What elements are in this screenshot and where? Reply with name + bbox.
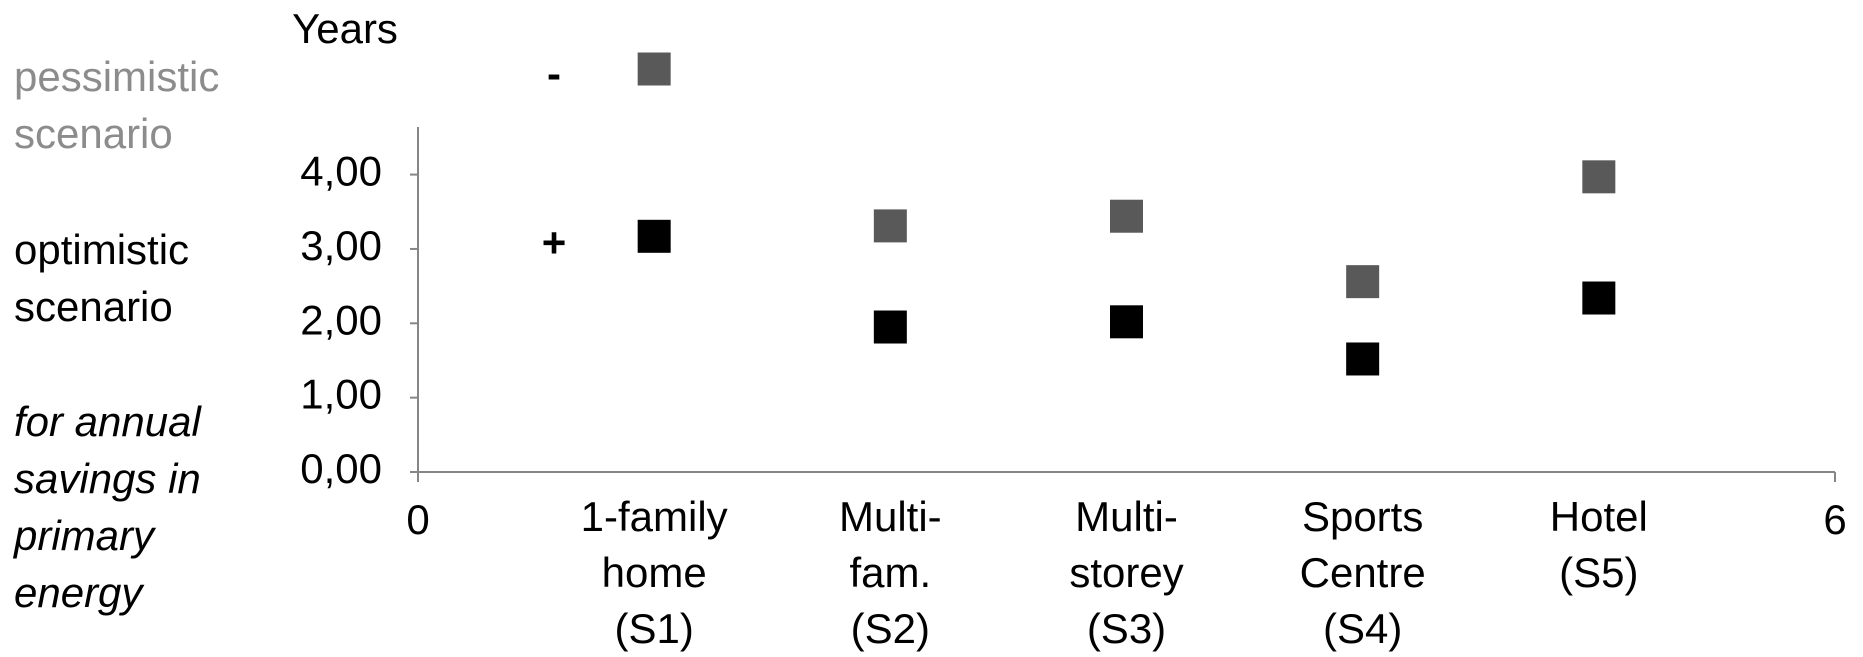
category-label-line: (S3): [1086, 605, 1167, 652]
point: [1582, 160, 1616, 194]
legend-label: pessimistic scenario: [14, 53, 220, 157]
category-label-line: Sports Centre: [1299, 493, 1426, 596]
y-tick-label: 0,00: [300, 445, 382, 492]
point: [1110, 199, 1143, 233]
legend-symbol: +: [542, 219, 567, 266]
y-tick-label: 1,00: [300, 371, 382, 418]
category-label-line: (S4): [1322, 605, 1403, 652]
category-label: Multi-fam. (S2): [805, 489, 975, 657]
y-axis-label: Years: [292, 5, 398, 52]
point: [873, 310, 907, 344]
note: for annual savings in primary energy: [14, 398, 201, 616]
category-label-line: (S1): [614, 605, 694, 652]
point: [637, 52, 671, 86]
y-tick-label: 2,00: [300, 296, 382, 343]
category-label-line: 1-family home: [580, 493, 728, 596]
x-tick-label: 0: [406, 496, 429, 543]
x-tick-label: 6: [1823, 496, 1846, 543]
point: [873, 209, 907, 243]
point: [1582, 281, 1616, 315]
y-tick-label: 4,00: [300, 148, 382, 195]
legend-label: optimistic scenario: [14, 226, 190, 330]
category-label-line: (S2): [850, 605, 930, 652]
category-label-line: Hotel: [1549, 493, 1648, 540]
point: [637, 219, 671, 253]
category-label-line: Multi-storey: [1069, 493, 1184, 596]
category-label-line: Multi-fam.: [838, 493, 942, 596]
category-label: Sports Centre (S4): [1278, 489, 1448, 657]
point: [1346, 265, 1380, 299]
category-label: 1-family home (S1): [569, 489, 739, 657]
category-label: Multi-storey (S3): [1042, 489, 1212, 657]
category-label-line: (S5): [1559, 549, 1639, 596]
y-tick-label: 3,00: [300, 222, 382, 269]
point: [1110, 305, 1143, 339]
category-label: Hotel (S5): [1514, 489, 1684, 601]
legend-symbol: -: [547, 50, 561, 97]
point: [1346, 342, 1380, 376]
